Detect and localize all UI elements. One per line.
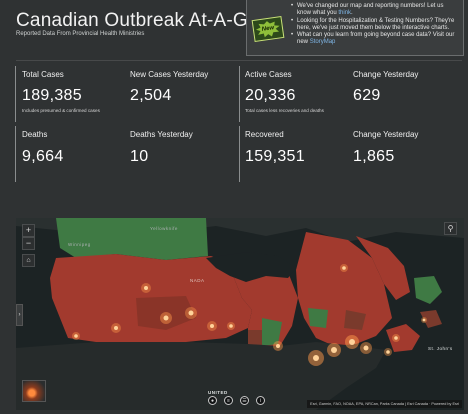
pin-icon: ● <box>210 398 215 404</box>
recovered-value: 159,351 <box>245 148 305 165</box>
map-canvas[interactable] <box>16 218 464 410</box>
deaths-value: 9,664 <box>22 148 64 165</box>
news-item-tail: . <box>351 10 353 17</box>
news-item: What can you learn from going beyond cas… <box>291 32 459 47</box>
deaths-label: Deaths <box>22 130 48 139</box>
storymap-link[interactable]: StoryMap <box>309 39 336 46</box>
layers-icon: ☰ <box>242 398 247 404</box>
map-label-canada: NADA <box>190 278 205 283</box>
search-icon[interactable]: ⚲ <box>444 222 457 235</box>
expand-panel-button[interactable]: › <box>16 304 23 326</box>
home-icon[interactable]: ⌂ <box>22 254 35 267</box>
hotspot-layer <box>72 264 427 366</box>
stat-separator <box>239 66 240 122</box>
new-cases-value: 2,504 <box>130 87 172 104</box>
map-label-united: UNITED <box>208 390 228 395</box>
map-label-winnipeg: Winnipeg <box>68 242 91 247</box>
zoom-out-button[interactable]: − <box>22 237 35 250</box>
think-link[interactable]: think <box>338 10 352 17</box>
stat-separator <box>239 126 240 182</box>
deaths-yesterday-value: 10 <box>130 148 149 165</box>
basemap-thumbnail[interactable] <box>22 380 46 402</box>
stat-separator <box>15 66 16 122</box>
news-item: Looking for the Hospitalization & Testin… <box>291 18 459 33</box>
news-item: We've changed our map and reporting numb… <box>291 3 459 18</box>
change-active-value: 629 <box>353 87 381 104</box>
news-panel: New We've changed our map and reporting … <box>246 0 464 56</box>
page-title: Canadian Outbreak At-A-Glance <box>16 10 295 31</box>
outbreak-map[interactable]: + − ⌂ ⚲ › NADA UNITED St. John's Yellowk… <box>16 218 464 410</box>
active-cases-note: Total cases less recoveries and deaths <box>245 108 324 113</box>
map-label-st-johns: St. John's <box>428 346 453 351</box>
new-badge-label: New <box>255 19 281 38</box>
map-attribution: Esri, Garmin, FAO, NOAA, EPA, NRCan, Par… <box>307 400 462 408</box>
layers-tool[interactable]: ☰ <box>240 396 249 405</box>
total-cases-note: Includes presumed & confirmed cases <box>22 108 100 113</box>
legend-tool[interactable]: ≡ <box>224 396 233 405</box>
new-cases-label: New Cases Yesterday <box>130 70 209 79</box>
stats-divider <box>16 60 462 61</box>
zoom-in-button[interactable]: + <box>22 224 35 237</box>
recovered-label: Recovered <box>245 130 284 139</box>
list-icon: ≡ <box>227 398 230 404</box>
deaths-yesterday-label: Deaths Yesterday <box>130 130 193 139</box>
region-low <box>56 218 208 260</box>
active-cases-label: Active Cases <box>245 70 292 79</box>
news-item-text: What can you learn from going beyond cas… <box>297 32 455 46</box>
locate-tool[interactable]: ● <box>208 396 217 405</box>
change-active-label: Change Yesterday <box>353 70 419 79</box>
page-subtitle: Reported Data From Provincial Health Min… <box>16 31 145 37</box>
news-item-text: Looking for the Hospitalization & Testin… <box>297 17 455 31</box>
news-list: We've changed our map and reporting numb… <box>291 3 459 47</box>
total-cases-value: 189,385 <box>22 87 82 104</box>
news-item-text: We've changed our map and reporting numb… <box>297 3 444 17</box>
total-cases-label: Total Cases <box>22 70 64 79</box>
info-tool[interactable]: i <box>256 396 265 405</box>
active-cases-value: 20,336 <box>245 87 296 104</box>
stat-separator <box>15 126 16 182</box>
new-badge-icon: New <box>251 16 285 42</box>
change-recovered-value: 1,865 <box>353 148 395 165</box>
change-recovered-label: Change Yesterday <box>353 130 419 139</box>
info-icon: i <box>259 398 262 404</box>
map-label-yellowknife: Yellowknife <box>150 226 178 231</box>
